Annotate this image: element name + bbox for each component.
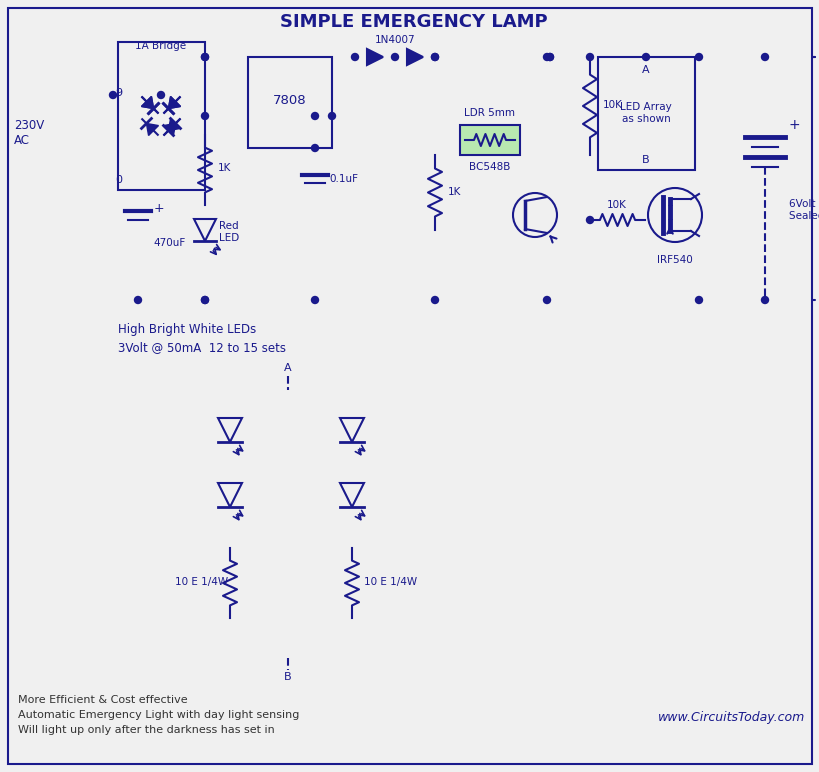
Circle shape <box>545 53 553 60</box>
Text: 1N4007: 1N4007 <box>374 35 414 45</box>
Circle shape <box>543 53 550 60</box>
Circle shape <box>545 53 553 60</box>
Text: 10K: 10K <box>606 200 627 210</box>
Circle shape <box>695 296 702 303</box>
Text: 0.1uF: 0.1uF <box>328 174 358 184</box>
Text: 1A Bridge: 1A Bridge <box>135 41 187 51</box>
Text: IRF540: IRF540 <box>656 255 692 265</box>
Circle shape <box>134 296 142 303</box>
Text: Red
LED: Red LED <box>219 222 239 243</box>
Text: 230V
AC: 230V AC <box>14 119 44 147</box>
Text: BC548B: BC548B <box>468 162 510 172</box>
Text: 10 E 1/4W: 10 E 1/4W <box>364 577 417 587</box>
Text: B: B <box>641 155 649 165</box>
Text: 1K: 1K <box>447 187 461 197</box>
Polygon shape <box>406 49 423 65</box>
Circle shape <box>351 53 358 60</box>
Circle shape <box>586 53 593 60</box>
Circle shape <box>431 296 438 303</box>
Circle shape <box>431 53 438 60</box>
Text: A: A <box>641 65 649 75</box>
Bar <box>118 42 205 190</box>
Circle shape <box>642 53 649 60</box>
Text: +: + <box>154 202 165 215</box>
Polygon shape <box>168 119 180 130</box>
Bar <box>597 57 695 170</box>
Text: +: + <box>788 118 799 132</box>
Polygon shape <box>168 96 180 109</box>
Circle shape <box>431 53 438 60</box>
Polygon shape <box>367 49 382 65</box>
Circle shape <box>543 296 550 303</box>
Polygon shape <box>147 124 158 135</box>
Circle shape <box>311 113 318 120</box>
Bar <box>459 125 519 155</box>
Text: 3Volt @ 50mA  12 to 15 sets: 3Volt @ 50mA 12 to 15 sets <box>118 341 286 354</box>
Circle shape <box>586 216 593 224</box>
Polygon shape <box>163 124 175 135</box>
Circle shape <box>201 53 208 60</box>
Text: LED Array
as shown: LED Array as shown <box>619 102 671 124</box>
Text: SIMPLE EMERGENCY LAMP: SIMPLE EMERGENCY LAMP <box>280 13 547 31</box>
Text: 6Volt 4.5AH
Sealed Pb Acid .: 6Volt 4.5AH Sealed Pb Acid . <box>788 199 819 221</box>
Polygon shape <box>142 96 153 109</box>
Polygon shape <box>340 418 364 442</box>
Polygon shape <box>218 418 242 442</box>
Text: www.CircuitsToday.com: www.CircuitsToday.com <box>657 712 804 724</box>
Bar <box>247 57 332 148</box>
Circle shape <box>695 53 702 60</box>
Text: 7808: 7808 <box>273 93 306 107</box>
Text: 470uF: 470uF <box>153 238 185 248</box>
Polygon shape <box>142 96 153 109</box>
Circle shape <box>157 92 165 99</box>
Polygon shape <box>218 483 242 507</box>
Circle shape <box>328 113 335 120</box>
Polygon shape <box>340 483 364 507</box>
Circle shape <box>201 296 208 303</box>
Polygon shape <box>168 96 180 109</box>
Circle shape <box>201 53 208 60</box>
Text: 10 E 1/4W: 10 E 1/4W <box>174 577 228 587</box>
Text: 10K: 10K <box>602 100 622 110</box>
Text: Automatic Emergency Light with day light sensing: Automatic Emergency Light with day light… <box>18 710 299 720</box>
Polygon shape <box>194 219 215 241</box>
Circle shape <box>761 53 767 60</box>
Text: 0: 0 <box>115 175 122 185</box>
Circle shape <box>110 92 116 99</box>
Text: High Bright White LEDs: High Bright White LEDs <box>118 323 256 337</box>
Circle shape <box>761 296 767 303</box>
Circle shape <box>311 144 318 151</box>
Text: More Efficient & Cost effective: More Efficient & Cost effective <box>18 695 188 705</box>
Text: 1K: 1K <box>218 163 231 173</box>
Text: B: B <box>284 672 292 682</box>
Circle shape <box>201 113 208 120</box>
Circle shape <box>201 296 208 303</box>
Circle shape <box>311 296 318 303</box>
Circle shape <box>391 53 398 60</box>
Text: LDR 5mm: LDR 5mm <box>464 108 515 118</box>
Text: 9: 9 <box>115 88 122 98</box>
Text: A: A <box>284 363 292 373</box>
Text: Will light up only after the darkness has set in: Will light up only after the darkness ha… <box>18 725 274 735</box>
